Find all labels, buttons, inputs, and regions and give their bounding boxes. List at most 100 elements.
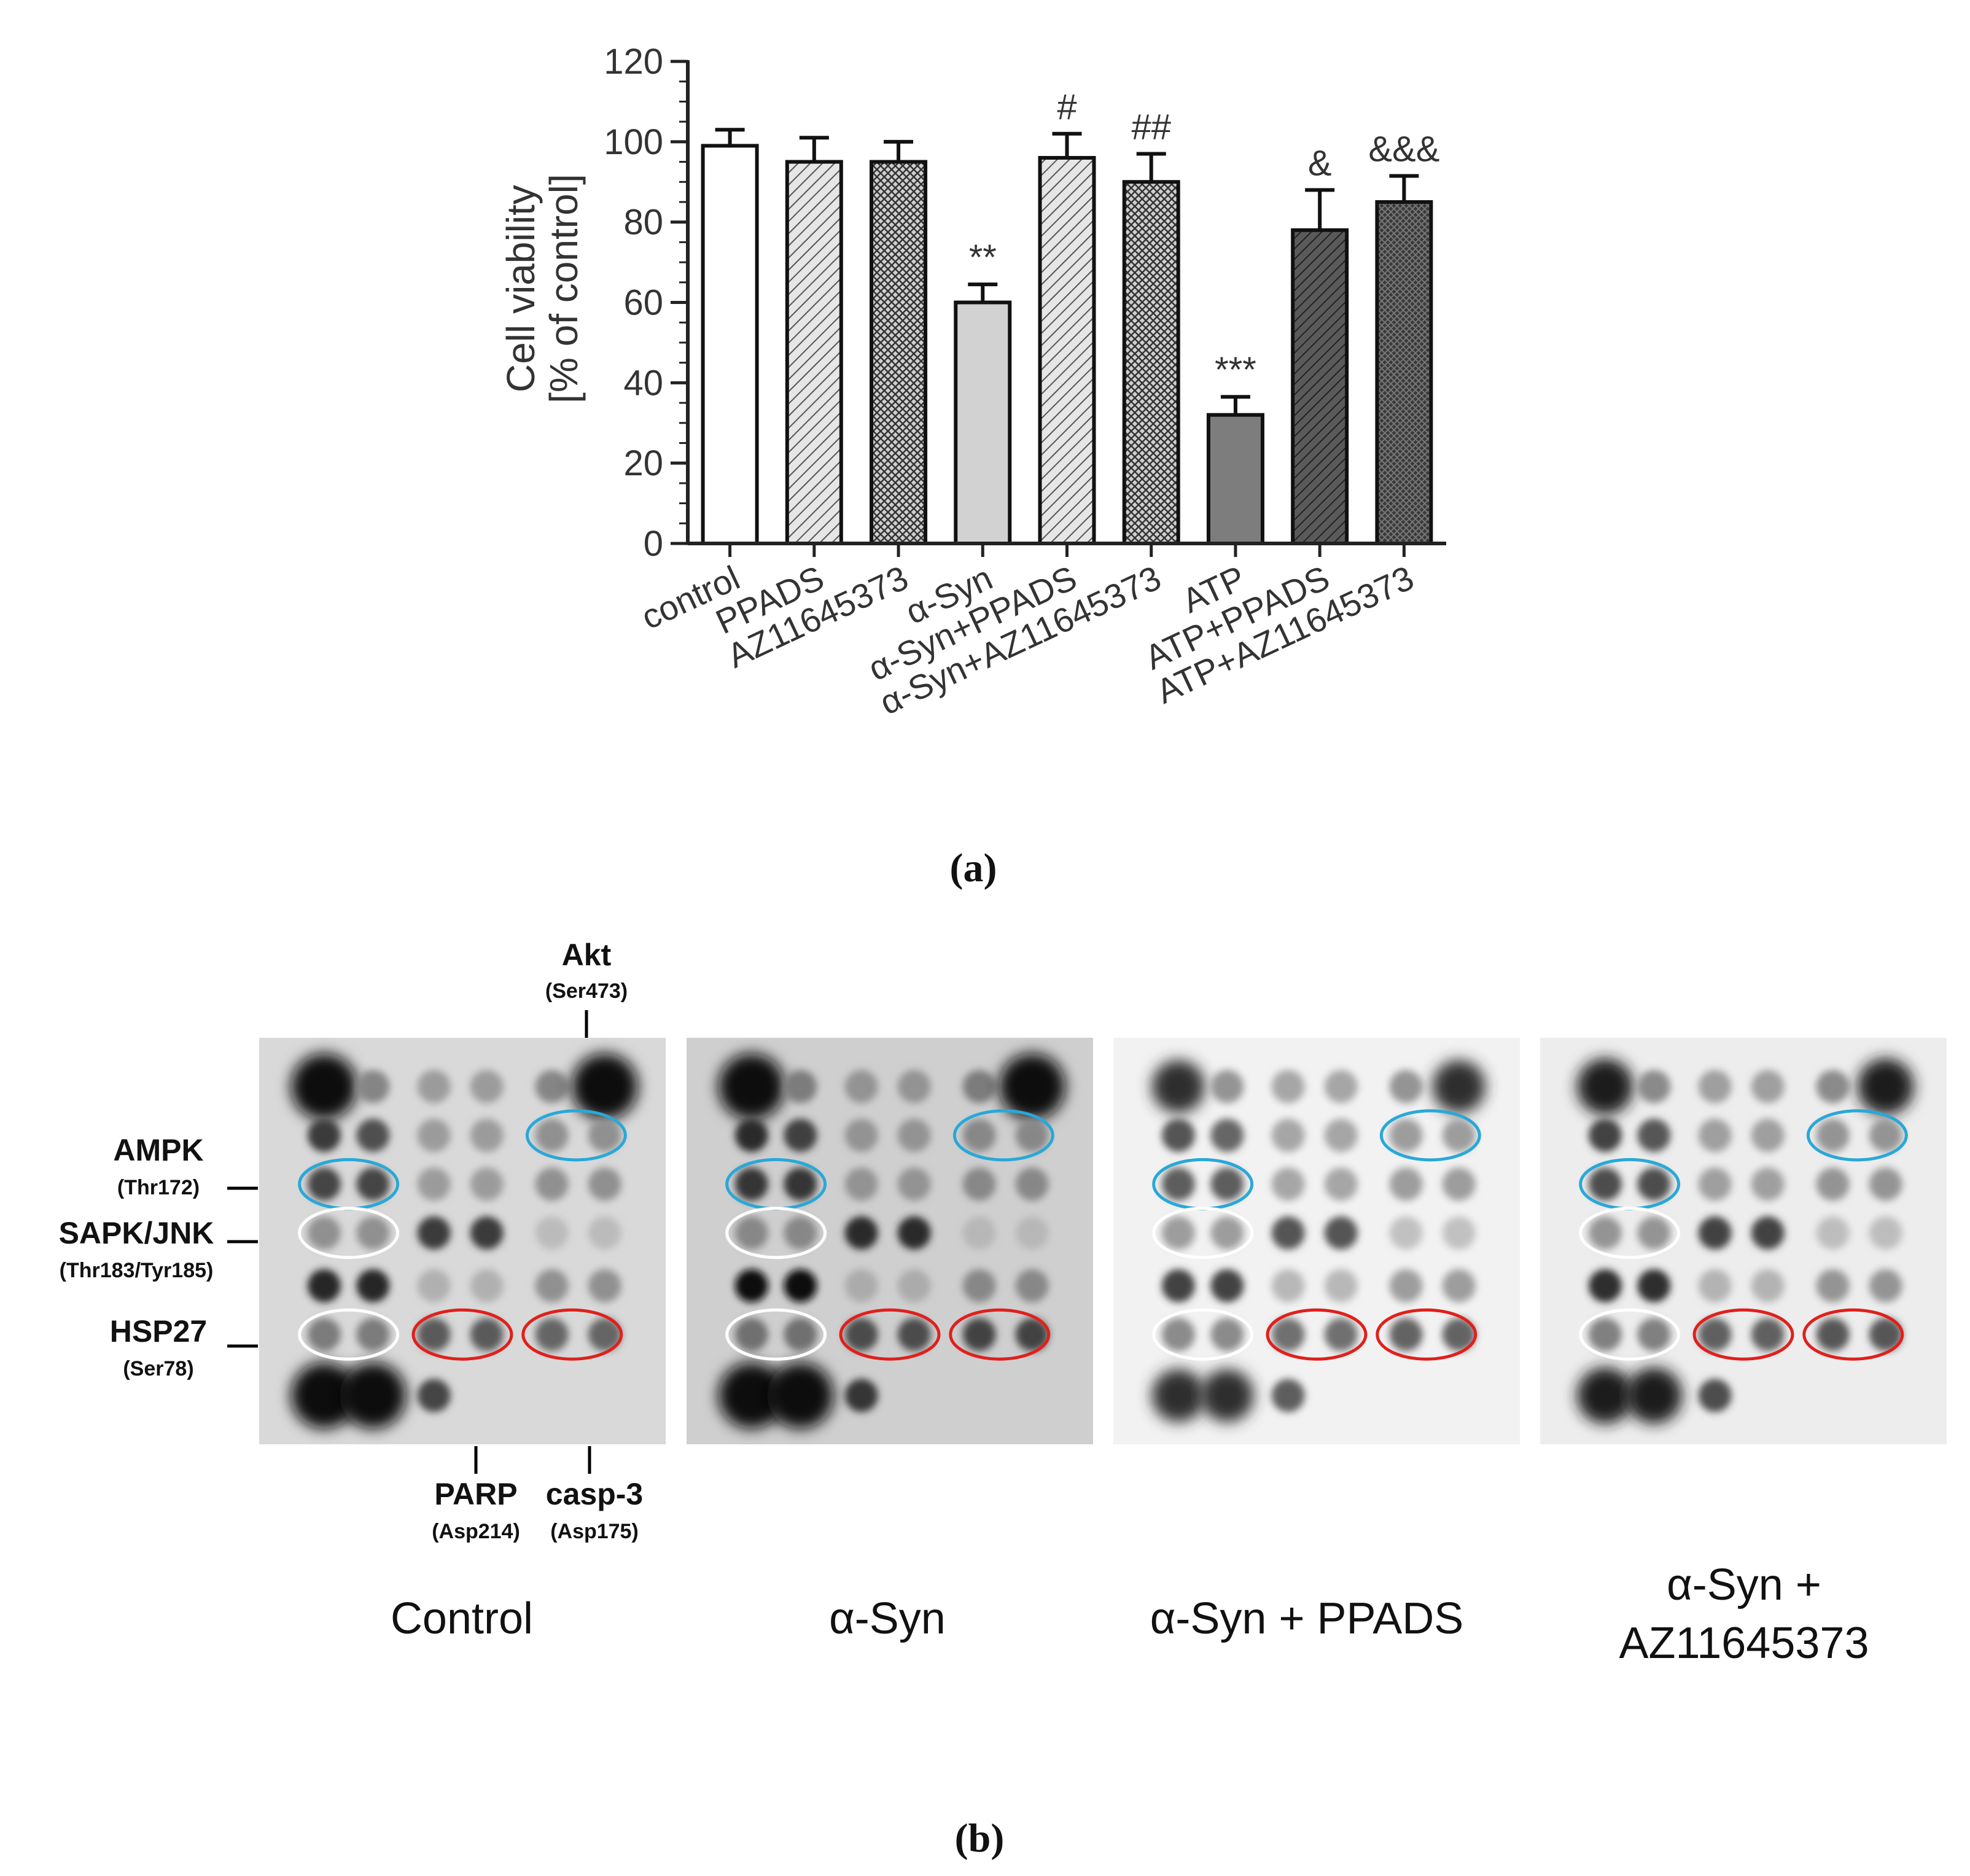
blot-spot xyxy=(1637,1318,1671,1352)
blot-spot xyxy=(1389,1118,1423,1152)
blot-spot xyxy=(1210,1269,1244,1302)
label-hsp27-name: HSP27 xyxy=(110,1314,207,1349)
label-akt: Akt (Ser473) xyxy=(545,938,628,1038)
bar xyxy=(1038,156,1096,545)
label-hsp27-site: (Ser78) xyxy=(123,1357,193,1380)
label-ampk-site: (Thr172) xyxy=(117,1176,200,1199)
blot-spot xyxy=(1389,1216,1423,1250)
blot-spot xyxy=(1751,1216,1785,1250)
label-casp3: casp-3 (Asp175) xyxy=(546,1446,643,1543)
highlight-casp3 xyxy=(521,1308,623,1361)
highlight-akt xyxy=(1806,1109,1908,1162)
blot-spot xyxy=(1637,1216,1671,1250)
bar-group: # xyxy=(1038,87,1096,545)
blot-spot xyxy=(1210,1216,1244,1250)
blot-spot xyxy=(1625,1367,1683,1424)
bar-group: &&& xyxy=(1368,129,1439,546)
blot-panel xyxy=(1540,1038,1947,1444)
blot-spot xyxy=(535,1269,569,1302)
blot-spot xyxy=(1432,1060,1485,1113)
y-axis: 0 20 40 60 80 100 120 xyxy=(604,42,690,564)
blot-spot xyxy=(1698,1070,1732,1103)
blot-spot xyxy=(1324,1118,1358,1152)
blot-spot xyxy=(844,1379,878,1412)
blot-spot xyxy=(1324,1269,1358,1302)
blot-spot xyxy=(470,1216,504,1250)
blot-panel xyxy=(1113,1038,1520,1444)
bar-group: *** xyxy=(1206,350,1264,546)
label-sapk-jnk-name: SAPK/JNK xyxy=(59,1216,214,1250)
blot-spot xyxy=(588,1167,621,1201)
blot-spot xyxy=(1816,1070,1850,1103)
blot-spot xyxy=(1751,1167,1785,1201)
blot-spot xyxy=(962,1318,996,1352)
blot-spot xyxy=(417,1118,451,1152)
bar xyxy=(1375,200,1433,546)
label-akt-site: (Ser473) xyxy=(545,979,628,1003)
blot-spot xyxy=(1816,1167,1850,1201)
blot-spot xyxy=(1324,1318,1358,1352)
highlight-hsp27 xyxy=(1152,1308,1254,1361)
highlight-hsp27 xyxy=(298,1308,400,1361)
significance-annotation: # xyxy=(1057,87,1076,127)
bar xyxy=(701,144,759,545)
blot-spot xyxy=(844,1216,878,1250)
blot-spot xyxy=(588,1318,621,1352)
blot-spot xyxy=(356,1070,390,1103)
highlight-sapk-jnk xyxy=(1579,1207,1681,1259)
bar-group: ## xyxy=(1122,107,1180,545)
bars: **###***& &&& xyxy=(701,87,1439,546)
blot-spot xyxy=(1751,1118,1785,1152)
blot-spot xyxy=(784,1118,817,1152)
blot-spot xyxy=(535,1216,569,1250)
highlight-hsp27 xyxy=(1579,1308,1681,1361)
blot-spot xyxy=(340,1362,407,1429)
blot-spot xyxy=(470,1070,504,1103)
blot-spot xyxy=(844,1269,878,1302)
blot-spot xyxy=(307,1167,341,1201)
y-tick-label: 40 xyxy=(623,363,663,403)
blot-spot xyxy=(844,1070,878,1103)
y-tick-label: 100 xyxy=(604,122,663,162)
highlight-casp3 xyxy=(949,1308,1051,1361)
label-parp-site: (Asp214) xyxy=(432,1520,520,1543)
blot-spot xyxy=(1161,1318,1195,1352)
bar xyxy=(1291,228,1349,545)
label-ampk-name: AMPK xyxy=(113,1133,203,1167)
blot-spot xyxy=(1637,1118,1671,1152)
bar-group xyxy=(701,128,759,545)
blot-spot xyxy=(1698,1318,1732,1352)
blot-spot xyxy=(1869,1118,1902,1152)
blot-spot xyxy=(1389,1318,1423,1352)
blot-spot xyxy=(1324,1167,1358,1201)
blot-spot xyxy=(784,1269,817,1302)
blot-spot xyxy=(356,1269,390,1302)
blot-spot xyxy=(1161,1269,1195,1302)
highlight-sapk-jnk xyxy=(298,1207,400,1259)
bar xyxy=(785,160,843,545)
highlight-parp xyxy=(1692,1308,1794,1361)
blot-spot xyxy=(417,1167,451,1201)
blot-spot xyxy=(470,1269,504,1302)
blot-spot xyxy=(1698,1167,1732,1201)
condition-label-asyn: α-Syn xyxy=(829,1594,946,1643)
blot-spot xyxy=(1015,1318,1049,1352)
blot-spot xyxy=(1271,1318,1305,1352)
label-akt-name: Akt xyxy=(562,938,612,972)
condition-label-control: Control xyxy=(391,1594,533,1643)
blot-spot xyxy=(1816,1269,1850,1302)
blot-spot xyxy=(1869,1269,1902,1302)
bar-group: ** xyxy=(954,238,1012,545)
blot-spot xyxy=(470,1118,504,1152)
blot-spot xyxy=(962,1269,996,1302)
blot-spot xyxy=(1637,1167,1671,1201)
blot-spot xyxy=(1161,1118,1195,1152)
highlight-parp xyxy=(1266,1308,1368,1361)
blot-spot xyxy=(1271,1379,1305,1412)
blot-spot xyxy=(734,1269,768,1302)
y-tick-label: 120 xyxy=(604,42,663,82)
blot-spot xyxy=(1161,1216,1195,1250)
blot-panel xyxy=(687,1038,1093,1444)
blot-spot xyxy=(1442,1118,1476,1152)
blot-spot xyxy=(1637,1070,1671,1103)
